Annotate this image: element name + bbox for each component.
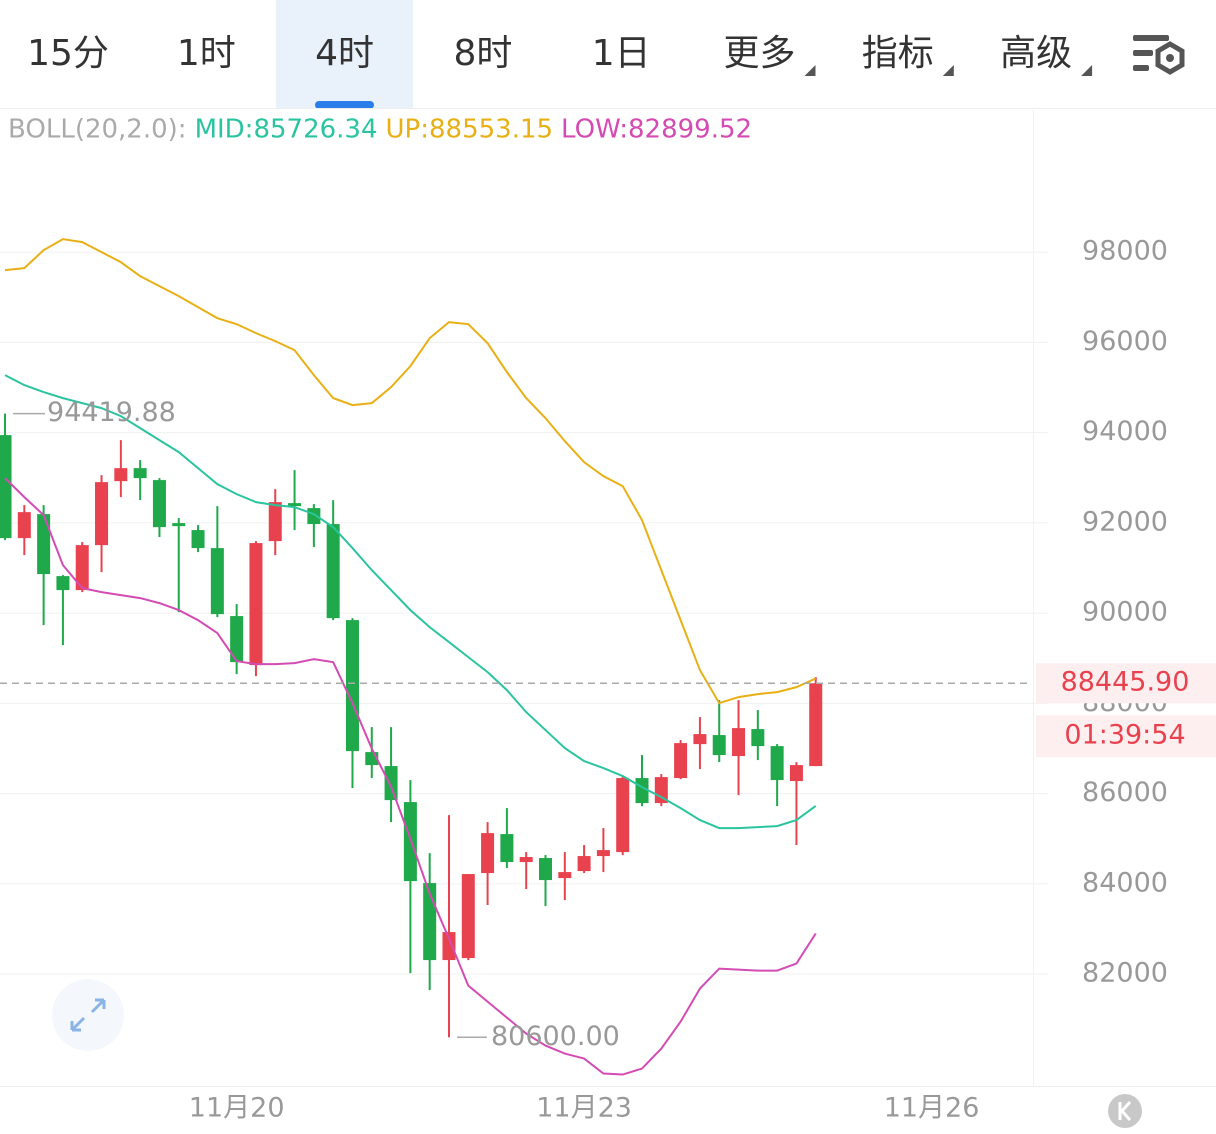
- candle-body: [558, 872, 572, 879]
- candle-body: [37, 514, 51, 575]
- candle-body: [442, 932, 456, 961]
- max-marker-label: 94419.88: [47, 397, 176, 428]
- active-tab-bg: [276, 0, 413, 108]
- candle-body: [95, 482, 109, 546]
- candle-body: [191, 530, 205, 549]
- dropdown-caret: [942, 65, 954, 76]
- candle-body: [596, 850, 610, 857]
- candle-body: [751, 729, 765, 747]
- indicator-legend: LOW:82899.52: [561, 115, 752, 145]
- overlay: BOLL(20,2.0): MID:85726.34 UP:88553.15 LOW:…: [0, 115, 1216, 1052]
- back-bg: [1108, 1094, 1142, 1128]
- candle-body: [326, 524, 340, 619]
- boll-line: [4, 238, 817, 705]
- tab[interactable]: 更多: [723, 33, 795, 74]
- x-tick-label: 11月26: [884, 1093, 980, 1124]
- candle-body: [461, 874, 475, 959]
- y-tick-label: 82000: [1082, 958, 1168, 989]
- candle-body: [577, 856, 591, 872]
- countdown: 01:39:54: [1064, 720, 1185, 751]
- expand-icon: [70, 998, 106, 1032]
- indicator-legend: BOLL(20,2.0):: [8, 115, 187, 145]
- candle-body: [712, 735, 726, 756]
- candle-body: [230, 616, 244, 663]
- dropdown-caret: [804, 65, 816, 76]
- candle-body: [538, 858, 552, 881]
- candle-body: [17, 512, 31, 539]
- boll-line: [4, 477, 817, 1076]
- candle-body: [519, 857, 533, 863]
- last-price-label: 88445.90: [1061, 667, 1190, 698]
- candle-body: [809, 683, 823, 767]
- indicator-legend: MID:85726.34: [195, 115, 378, 145]
- icon-bar: [1133, 50, 1153, 56]
- y-tick-label: 84000: [1082, 867, 1168, 898]
- candle-body: [384, 766, 398, 801]
- active-tab-underline: [315, 101, 374, 109]
- settings-icon[interactable]: [1133, 35, 1185, 75]
- icon-bar: [1133, 65, 1149, 71]
- dropdown-caret: [1081, 65, 1093, 76]
- candle-body: [693, 734, 707, 745]
- back-button[interactable]: [1108, 1094, 1142, 1128]
- back-icon: [1118, 1101, 1132, 1121]
- candle-body: [114, 468, 128, 482]
- y-tick-label: 98000: [1082, 236, 1168, 267]
- candle-body: [770, 746, 784, 781]
- countdown-box: [1036, 715, 1216, 758]
- x-tick-label: 11月23: [536, 1093, 632, 1124]
- tab[interactable]: 4时: [315, 33, 374, 74]
- candle-body: [172, 523, 186, 527]
- candle-body: [210, 548, 224, 615]
- icon-dot: [1166, 54, 1174, 62]
- candle-body: [789, 765, 803, 782]
- candle-body: [249, 543, 263, 666]
- candle-body: [500, 834, 514, 863]
- candle-body: [732, 728, 746, 757]
- candle-body: [268, 502, 282, 542]
- tab[interactable]: 8时: [453, 33, 512, 74]
- tab[interactable]: 15分: [27, 33, 109, 74]
- expand-button[interactable]: [52, 979, 124, 1051]
- icon-bar: [1133, 35, 1169, 41]
- y-tick-label: 92000: [1082, 506, 1168, 537]
- last-price-box: [1036, 663, 1216, 704]
- plot: [0, 238, 823, 1076]
- tab[interactable]: 1日: [592, 33, 651, 74]
- indicator-legend: UP:88553.15: [386, 115, 554, 145]
- candle-body: [75, 545, 89, 591]
- tab[interactable]: 1时: [177, 33, 236, 74]
- y-tick-label: 90000: [1082, 597, 1168, 628]
- tab[interactable]: 高级: [1000, 33, 1072, 74]
- candle-body: [288, 503, 302, 507]
- candle-body: [481, 833, 495, 874]
- candle-body: [654, 777, 668, 804]
- candle-body: [674, 743, 688, 779]
- icon-hex: [1155, 41, 1185, 75]
- expand-bg: [52, 979, 124, 1051]
- candle-body: [152, 480, 166, 528]
- tab-bar: 15分 1时 4时 8时 1日 更多 指标 高级: [27, 33, 1093, 76]
- y-tick-label: 94000: [1082, 416, 1168, 447]
- tab[interactable]: 指标: [862, 33, 934, 74]
- candle-body: [616, 778, 630, 853]
- candle-body: [133, 468, 147, 479]
- grid: 8200084000860008800090000920009400096000…: [0, 236, 1168, 1124]
- y-tick-label: 96000: [1082, 326, 1168, 357]
- boll-line: [4, 374, 817, 830]
- y-tick-label: 86000: [1082, 777, 1168, 808]
- min-marker-label: 80600.00: [491, 1021, 620, 1052]
- x-tick-label: 11月20: [189, 1093, 285, 1124]
- candle-body: [56, 576, 70, 591]
- candle-body: [0, 435, 12, 539]
- candle-body: [345, 620, 359, 752]
